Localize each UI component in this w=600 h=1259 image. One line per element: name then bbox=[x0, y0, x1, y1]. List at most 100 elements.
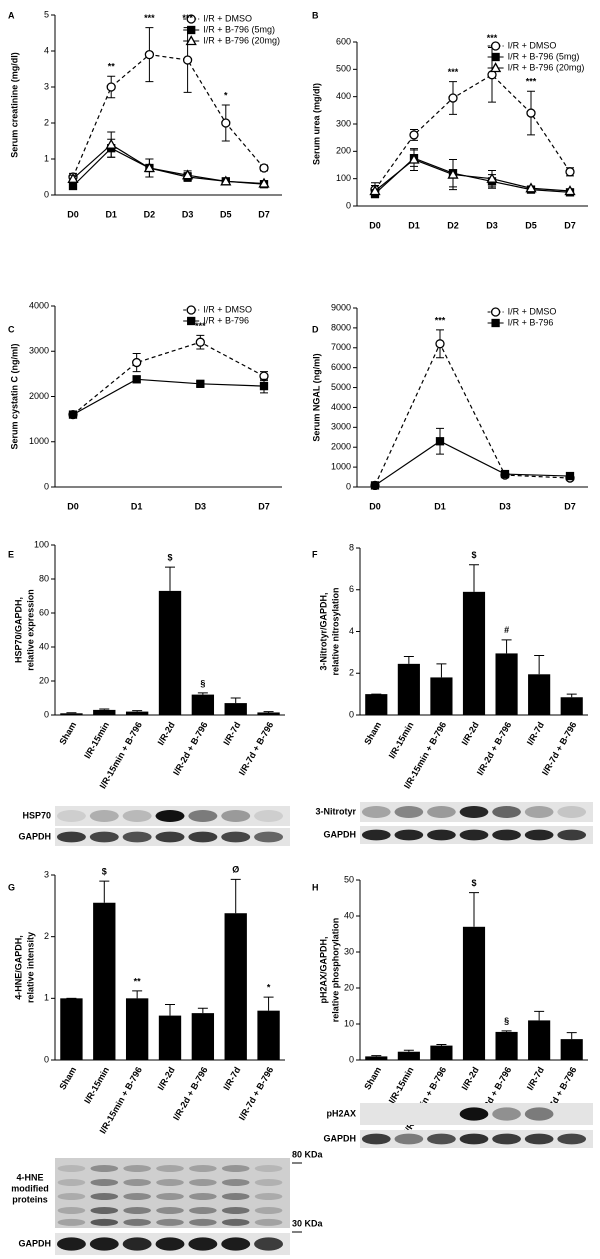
x-tick-label: I/R-2d + B-796 bbox=[171, 1065, 210, 1122]
bar bbox=[158, 1015, 182, 1060]
annotation: ** bbox=[134, 976, 142, 986]
y-tick-label: 5000 bbox=[331, 382, 351, 392]
y-tick-label: 0 bbox=[346, 200, 351, 210]
bar bbox=[495, 1031, 518, 1060]
annotation: *** bbox=[526, 77, 537, 87]
blot-band bbox=[394, 1133, 424, 1145]
marker bbox=[448, 93, 458, 103]
y-tick-label: 5 bbox=[44, 9, 49, 19]
annotation: *** bbox=[487, 33, 498, 43]
bar bbox=[93, 902, 116, 1060]
x-tick-label: D7 bbox=[564, 220, 576, 230]
blot-band bbox=[254, 1179, 283, 1186]
blot-band bbox=[57, 1193, 86, 1200]
bar bbox=[191, 694, 215, 715]
marker bbox=[369, 185, 381, 196]
y-tick-label: 0 bbox=[44, 1054, 49, 1064]
y-axis-label: relative expression bbox=[25, 589, 35, 671]
x-tick-label: I/R-15min bbox=[387, 720, 416, 760]
error-bar bbox=[99, 880, 110, 903]
error-bar bbox=[230, 697, 241, 704]
blot-band bbox=[557, 829, 587, 841]
annotation: *** bbox=[144, 13, 155, 23]
blot-band bbox=[254, 1207, 283, 1214]
y-tick-label: 2000 bbox=[331, 442, 351, 452]
blot-band bbox=[427, 1133, 456, 1145]
y-tick-label: 600 bbox=[336, 36, 351, 46]
legend-marker bbox=[187, 316, 196, 326]
y-tick-label: 0 bbox=[346, 481, 351, 491]
blot-band bbox=[492, 829, 521, 841]
x-tick-label: I/R-2d bbox=[460, 1065, 481, 1092]
y-tick-label: 3 bbox=[44, 869, 49, 879]
y-tick-label: 80 bbox=[39, 573, 49, 583]
bar bbox=[528, 1020, 551, 1060]
annotation: * bbox=[267, 982, 271, 992]
blot-band bbox=[57, 1218, 86, 1226]
blot-band bbox=[189, 1193, 217, 1200]
y-tick-label: 1 bbox=[44, 153, 49, 163]
legend-label: I/R + DMSO bbox=[508, 306, 557, 316]
blot-band bbox=[189, 1218, 217, 1226]
legend-label: I/R + B-796 bbox=[508, 317, 554, 327]
size-marker: 30 KDa bbox=[292, 1218, 324, 1228]
blot-band bbox=[90, 1179, 119, 1186]
annotation: *** bbox=[435, 315, 446, 325]
y-axis-label: pH2AX/GAPDH, bbox=[318, 936, 328, 1003]
blot-band bbox=[89, 831, 119, 843]
series-line bbox=[374, 74, 571, 190]
blot-label: proteins bbox=[12, 1194, 48, 1204]
bar bbox=[365, 694, 388, 715]
bar bbox=[224, 913, 247, 1060]
y-axis-label: HSP70/GAPDH, bbox=[13, 597, 23, 663]
marker bbox=[67, 172, 79, 183]
x-tick-label: I/R-7d bbox=[221, 720, 242, 747]
blot-band bbox=[221, 1193, 250, 1200]
blot-band bbox=[89, 810, 119, 822]
error-bar bbox=[501, 639, 512, 654]
blot-band bbox=[123, 1165, 151, 1172]
blot-label: 4-HNE bbox=[16, 1172, 43, 1182]
x-tick-label: D7 bbox=[564, 501, 576, 511]
y-axis-label: Serum cystatin C (ng/ml) bbox=[9, 343, 19, 449]
x-tick-label: Sham bbox=[57, 720, 78, 746]
x-tick-label: Sham bbox=[57, 1065, 78, 1091]
marker bbox=[68, 181, 78, 191]
legend-label: I/R + DMSO bbox=[203, 13, 252, 23]
blot-band bbox=[524, 829, 554, 841]
series-line bbox=[374, 158, 571, 192]
bar bbox=[560, 1039, 583, 1060]
blot-band bbox=[361, 806, 391, 818]
series-line bbox=[72, 341, 265, 416]
error-bar bbox=[165, 566, 175, 591]
panel-letter: C bbox=[8, 324, 15, 334]
blot-label: GAPDH bbox=[323, 829, 356, 839]
y-tick-label: 6000 bbox=[331, 362, 351, 372]
blot-band bbox=[221, 1237, 251, 1251]
blot-strip bbox=[55, 1158, 290, 1228]
legend-marker bbox=[185, 35, 197, 46]
annotation: § bbox=[200, 678, 205, 688]
blot-band bbox=[361, 1133, 391, 1145]
blot-band bbox=[89, 1237, 119, 1251]
blot-label: modified bbox=[11, 1183, 49, 1193]
legend-label: I/R + B-796 (5mg) bbox=[508, 51, 580, 61]
blot-band bbox=[557, 806, 587, 818]
marker bbox=[68, 410, 78, 419]
error-bar bbox=[197, 692, 208, 695]
error-bar bbox=[436, 663, 447, 678]
bar bbox=[224, 703, 247, 715]
blot-band bbox=[221, 1218, 250, 1226]
y-tick-label: 0 bbox=[44, 189, 49, 199]
blot-label: HSP70 bbox=[22, 810, 51, 820]
bar bbox=[257, 1010, 280, 1060]
blot-band bbox=[254, 1218, 283, 1226]
bar bbox=[125, 998, 149, 1060]
blot-band bbox=[123, 1207, 151, 1214]
bar bbox=[495, 653, 518, 715]
y-tick-label: 50 bbox=[344, 874, 354, 884]
x-tick-label: I/R-15min bbox=[82, 1065, 111, 1105]
marker bbox=[196, 379, 205, 388]
blot-band bbox=[221, 1179, 250, 1186]
y-axis-label: 3-Nitrotyr/GAPDH, bbox=[318, 592, 328, 670]
